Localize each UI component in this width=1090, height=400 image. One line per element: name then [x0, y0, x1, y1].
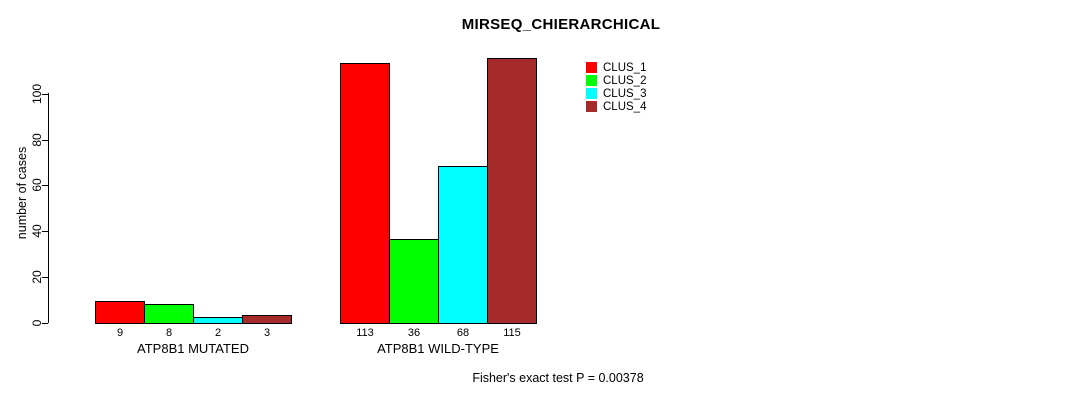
legend: CLUS_1 CLUS_2 CLUS_3 CLUS_4 [586, 61, 646, 113]
legend-swatch-icon [586, 62, 597, 73]
bar-clus_4-wild-type [487, 58, 537, 324]
y-tick-mark [42, 94, 48, 95]
legend-label: CLUS_2 [603, 74, 647, 87]
bar-value-label: 3 [263, 327, 271, 339]
y-tick-label: 80 [30, 133, 44, 147]
legend-row-clus_1: CLUS_1 [586, 61, 646, 74]
legend-swatch-icon [586, 88, 597, 99]
y-tick-label: 0 [30, 319, 44, 327]
group-label-wild-type: ATP8B1 WILD-TYPE [377, 341, 499, 356]
y-tick-mark [42, 140, 48, 141]
bar-value-label: 115 [503, 327, 521, 339]
y-tick-label: 100 [30, 83, 44, 105]
y-tick-label: 60 [30, 178, 44, 192]
y-tick-mark [42, 231, 48, 232]
bar-clus_1-mutated [95, 301, 145, 324]
y-axis-line [48, 93, 49, 323]
chart-title: MIRSEQ_CHIERARCHICAL [461, 16, 661, 33]
legend-label: CLUS_4 [603, 100, 647, 113]
y-tick-mark [42, 277, 48, 278]
bar-value-label: 36 [407, 327, 421, 339]
legend-swatch-icon [586, 101, 597, 112]
bar-value-label: 2 [214, 327, 222, 339]
legend-row-clus_2: CLUS_2 [586, 74, 646, 87]
legend-label: CLUS_1 [603, 61, 647, 74]
legend-swatch-icon [586, 75, 597, 86]
bar-value-label: 9 [116, 327, 124, 339]
y-tick-label: 40 [30, 224, 44, 238]
legend-row-clus_4: CLUS_4 [586, 100, 646, 113]
fisher-test-annotation: Fisher's exact test P = 0.00378 [472, 371, 644, 385]
y-tick-mark [42, 323, 48, 324]
bar-value-label: 68 [456, 327, 470, 339]
bar-clus_1-wild-type [340, 63, 390, 324]
bar-clus_3-mutated [193, 317, 243, 324]
y-tick-label: 20 [30, 270, 44, 284]
group-label-mutated: ATP8B1 MUTATED [137, 341, 249, 356]
y-tick-mark [42, 185, 48, 186]
bar-clus_4-mutated [242, 315, 292, 324]
bar-clus_2-wild-type [389, 239, 439, 324]
bar-clus_3-wild-type [438, 166, 488, 324]
bar-clus_2-mutated [144, 304, 194, 324]
legend-row-clus_3: CLUS_3 [586, 87, 646, 100]
bar-value-label: 8 [165, 327, 173, 339]
y-axis-label: number of cases [15, 146, 29, 240]
bar-value-label: 113 [356, 327, 374, 339]
legend-label: CLUS_3 [603, 87, 647, 100]
